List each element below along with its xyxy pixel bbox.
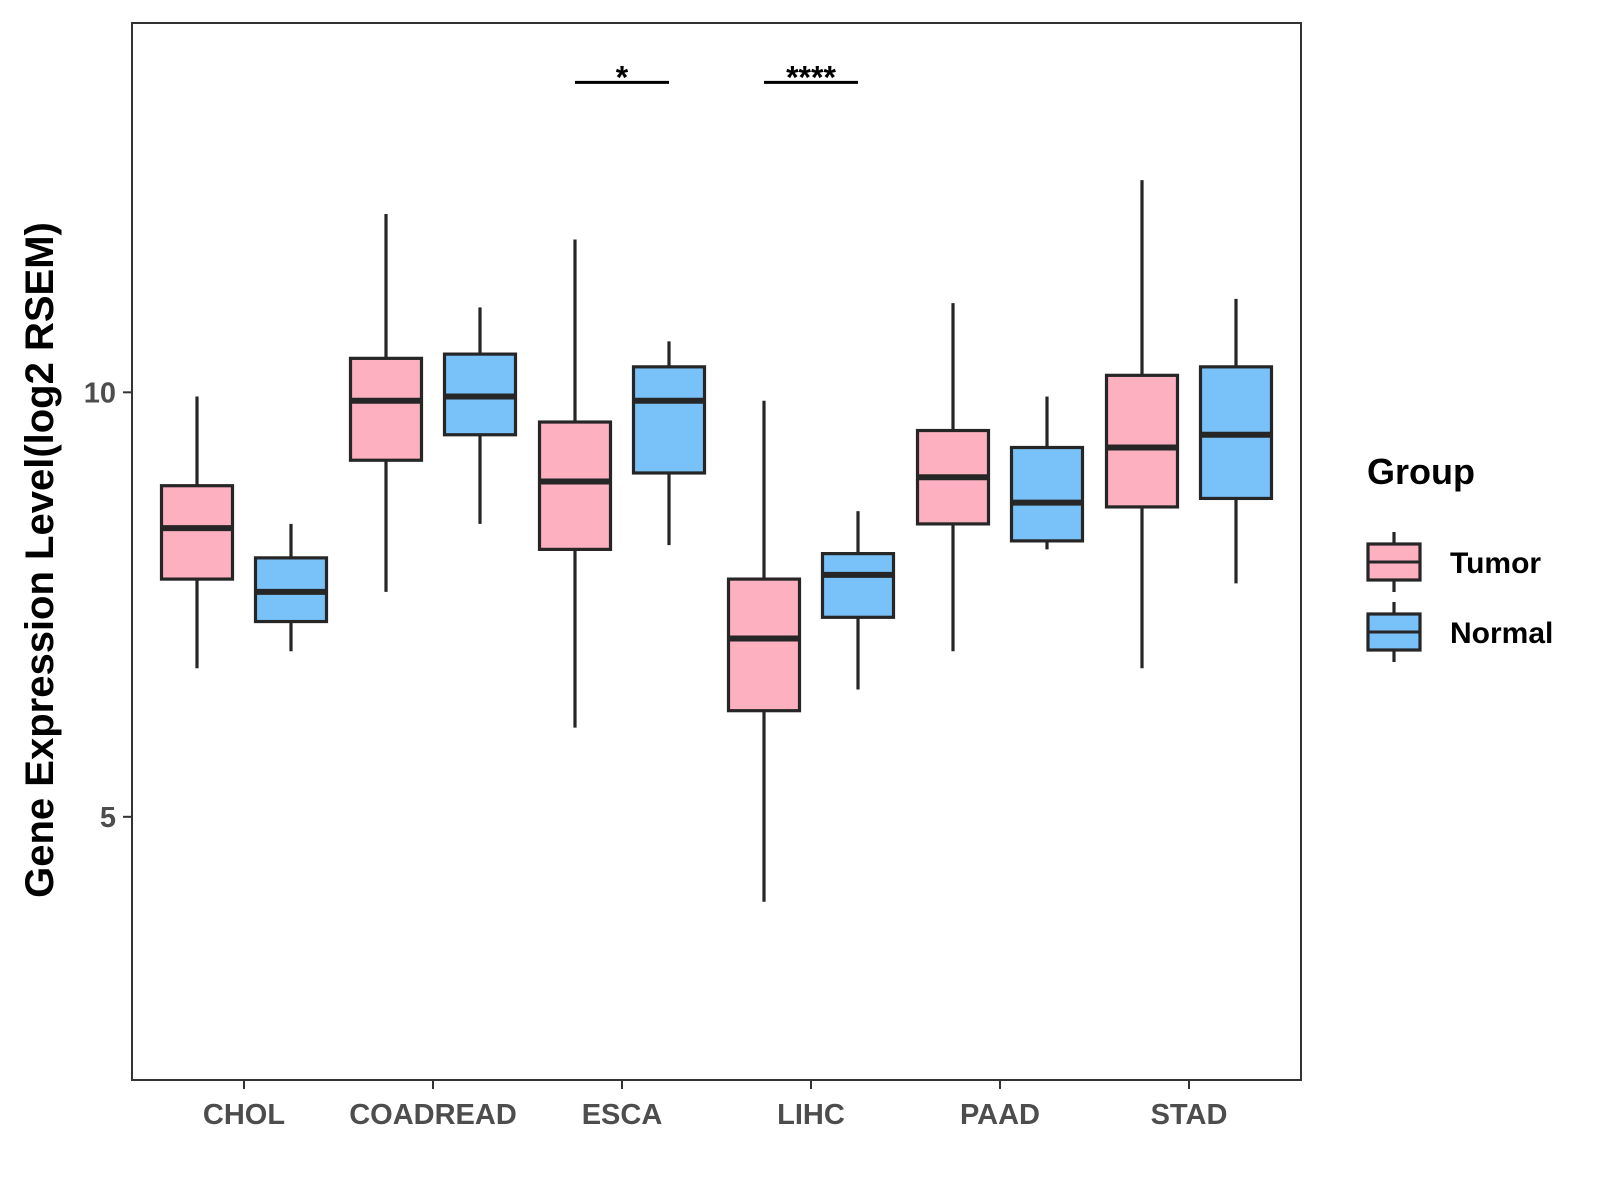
box-tumor-stad xyxy=(1104,373,1180,509)
legend: Group Tumor Normal xyxy=(1366,451,1553,662)
box-normal-lihc xyxy=(820,552,896,619)
box-normal-paad xyxy=(1009,445,1085,543)
box-tumor-esca xyxy=(537,420,613,551)
x-tick-label: CHOL xyxy=(203,1099,285,1131)
x-tick-label: PAAD xyxy=(960,1099,1040,1131)
significance-label-lihc: **** xyxy=(786,59,836,95)
legend-label-tumor: Tumor xyxy=(1450,547,1541,580)
legend-label-normal: Normal xyxy=(1450,617,1553,650)
box-normal-esca xyxy=(631,365,707,475)
box-tumor-lihc xyxy=(726,577,802,713)
box-tumor-chol xyxy=(159,484,235,581)
y-tick-label: 5 xyxy=(100,802,116,834)
x-tick-label: STAD xyxy=(1151,1099,1228,1131)
axes: 5 10 CHOL COADREAD ESCA LIHC PAAD STAD xyxy=(84,22,1302,1131)
legend-title: Group xyxy=(1367,451,1475,492)
y-tick-label: 10 xyxy=(84,377,116,409)
x-tick-label: ESCA xyxy=(582,1099,663,1131)
plot-area: * **** xyxy=(159,59,1274,902)
x-tick-label: COADREAD xyxy=(349,1099,517,1131)
y-axis-title: Gene Expression Level(log2 RSEM) xyxy=(18,222,62,898)
box-tumor-coadread xyxy=(348,356,424,462)
x-tick-label: LIHC xyxy=(777,1099,845,1131)
significance-label-esca: * xyxy=(616,59,629,95)
panel-border xyxy=(131,22,1302,1081)
